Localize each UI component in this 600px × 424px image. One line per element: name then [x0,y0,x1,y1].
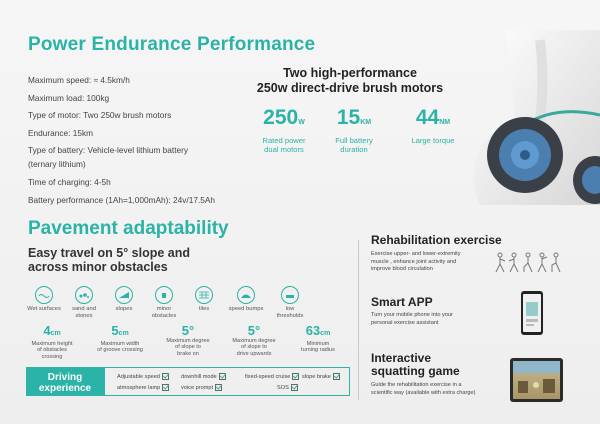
measure-item: 5° Maximum degree of slope to brake on [166,323,210,357]
driving-options: Adjustable speed downhill mode fixed-spe… [104,367,350,396]
surface-item: speed bumps [224,286,268,313]
stat-battery-duration: 15KM Full battery duration [335,106,373,155]
smartapp-title: Smart APP [371,295,433,309]
checkbox-icon [161,373,169,381]
checkbox-icon [218,373,226,381]
slope-icon [115,286,133,304]
surface-item: sand and stones [62,286,106,319]
spec-list: Maximum speed: ≈ 4.5km/h Maximum load: 1… [28,74,215,211]
spec-item: Battery performance (1Ah=1,000mAh): 24v/… [28,194,216,205]
option-slope-brake: slope brake [302,373,340,381]
rehab-title: Rehabilitation exercise [371,233,502,247]
tablet-game-image [510,358,563,402]
option-adjustable-speed: Adjustable speed [117,373,169,381]
checkbox-icon [290,384,298,392]
measure-item: 63cm Minimum turning radius [301,323,335,354]
spec-item: Type of battery: Vehicle-level lithium b… [28,145,189,156]
stat-torque: 44NM Large torque [411,106,455,146]
speed-bump-icon [237,286,255,304]
spec-item: Maximum speed: ≈ 4.5km/h [28,75,130,85]
checkbox-icon [332,373,340,381]
surface-item: Wet surfaces [22,286,66,313]
sand-stone-icon [75,286,93,304]
measure-item: 5cm Maximum width of groove crossing [97,323,143,354]
measure-item: 5° Maximum degree of slope to drive upward… [232,323,276,357]
pavement-subtitle: Easy travel on 5° slope and across minor… [28,246,191,274]
option-atmosphere-lamp: atmosphere lamp [117,384,170,392]
spec-item: Time of charging: 4-5h [28,176,111,187]
measurement-stats: 4cm Maximum height of obstacles crossing 5… [28,324,348,364]
spec-item: Endurance: 15km [28,127,94,138]
threshold-icon [281,286,299,304]
section-divider [358,240,359,400]
power-section-title: Power Endurance Performance [28,34,316,55]
smartapp-description: Turn your mobile phone into your personal… [371,312,453,326]
phone-image [521,291,543,335]
motors-heading: Two high-performance 250w direct-drive b… [256,66,444,95]
option-cruise: fixed-speed cruise [245,373,300,381]
surface-item: tiles [182,286,226,313]
obstacle-icon [155,286,173,304]
checkbox-icon [215,384,223,392]
stat-rated-power: 250W Rated power dual motors [262,106,306,155]
checkbox-icon [162,384,170,392]
surface-item: minor obstacles [142,286,186,319]
option-sos: SOS [277,384,298,392]
tiles-icon [195,286,213,304]
surface-icons: Wet surfaces sand and stones slopes minor… [27,286,318,319]
exercise-figures-icon [495,252,561,273]
driving-experience-label: Driving experience [26,367,104,396]
surface-item: low thresholds [268,286,312,319]
checkbox-icon [292,373,300,381]
wet-surface-icon [35,286,53,304]
option-voice-prompt: voice prompt [181,384,223,392]
spec-item: (ternary lithium) [28,159,86,170]
rehab-description: Exercise upper- and lower-extremity muscl… [371,251,461,272]
surface-item: slopes [102,286,146,313]
robot-wheel-image [473,30,600,205]
spec-item: Type of motor: Two 250w brush motors [28,110,172,121]
spec-item: Maximum load: 100kg [28,92,110,103]
pavement-section-title: Pavement adaptability [28,218,229,239]
game-description: Guide the rehabilitation exercise in a sc… [371,382,476,396]
measure-item: 4cm Maximum height of obstacles crossing [31,323,73,360]
game-title: Interactive squatting game [371,351,460,378]
option-downhill-mode: downhill mode [181,373,226,381]
